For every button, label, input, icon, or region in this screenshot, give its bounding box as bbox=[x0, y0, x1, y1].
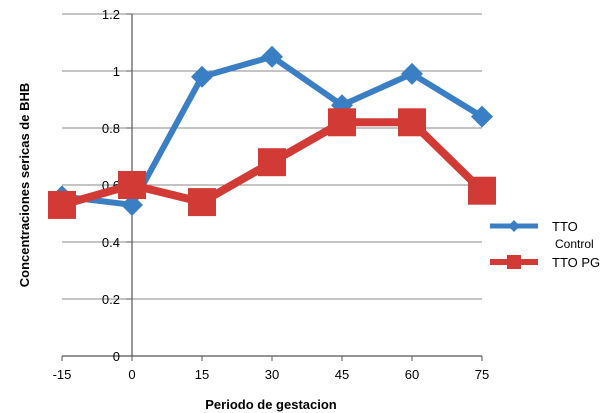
y-tick-label: 1 bbox=[113, 64, 120, 79]
data-point-tto-pg bbox=[398, 108, 426, 137]
y-tick-label: 0.8 bbox=[102, 121, 120, 136]
data-point-tto-control bbox=[121, 193, 143, 216]
x-tick-label: 15 bbox=[195, 367, 209, 382]
x-tick-label: 45 bbox=[335, 367, 349, 382]
legend-item-tto-control: TTO Control bbox=[490, 219, 594, 251]
data-point-tto-pg bbox=[48, 190, 76, 219]
data-point-tto-control bbox=[191, 65, 213, 88]
data-point-tto-pg bbox=[258, 148, 286, 177]
data-point-tto-control bbox=[471, 105, 493, 128]
data-point-tto-pg bbox=[118, 171, 146, 199]
x-tick-label: 60 bbox=[405, 367, 419, 382]
x-tick-label: 30 bbox=[265, 367, 279, 382]
y-tick-label: 1.2 bbox=[102, 7, 120, 22]
y-tick-label: 0.4 bbox=[102, 235, 120, 250]
y-tick-label: 0.2 bbox=[102, 292, 120, 307]
x-tick-label: -15 bbox=[53, 367, 72, 382]
data-point-tto-pg bbox=[328, 108, 356, 137]
series-tto-pg bbox=[48, 108, 496, 219]
data-point-tto-control bbox=[401, 62, 423, 85]
x-tick-labels: -15 0 15 30 45 60 75 bbox=[53, 367, 490, 382]
legend-marker-diamond bbox=[508, 220, 520, 232]
series-group bbox=[48, 45, 496, 219]
x-axis-title: Periodo de gestacion bbox=[205, 397, 337, 412]
legend-label-tto: TTO bbox=[552, 219, 578, 234]
x-tick-label: 0 bbox=[128, 367, 135, 382]
legend-item-tto-pg: TTO PG bbox=[490, 255, 600, 270]
x-tick-label: 75 bbox=[475, 367, 489, 382]
y-axis-title: Concentraciones sericas de BHB bbox=[17, 83, 32, 287]
y-tick-labels: 00.20.40.60.811.2 bbox=[102, 7, 120, 364]
legend-label-tto-pg: TTO PG bbox=[552, 255, 600, 270]
y-tick-label: 0 bbox=[113, 349, 120, 364]
data-point-tto-pg bbox=[468, 176, 496, 205]
data-point-tto-control bbox=[261, 45, 283, 68]
data-point-tto-pg bbox=[188, 188, 216, 217]
legend-label-control: Control bbox=[555, 237, 594, 251]
legend-marker-square bbox=[507, 255, 521, 269]
legend: TTO Control TTO PG bbox=[490, 219, 600, 270]
